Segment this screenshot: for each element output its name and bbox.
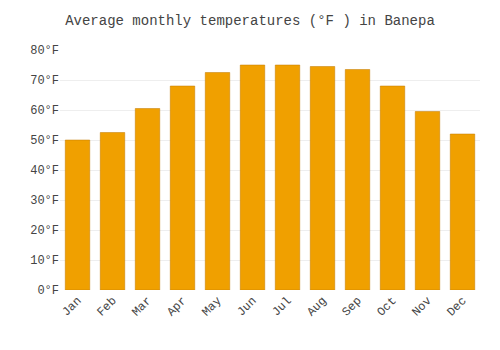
svg-text:40°F: 40°F xyxy=(30,164,59,178)
svg-text:Aug: Aug xyxy=(304,294,329,319)
svg-text:Nov: Nov xyxy=(409,294,434,319)
svg-text:Jul: Jul xyxy=(269,294,294,319)
svg-text:20°F: 20°F xyxy=(30,224,59,238)
svg-text:Sep: Sep xyxy=(339,294,364,319)
svg-text:Feb: Feb xyxy=(94,294,119,319)
svg-text:Jun: Jun xyxy=(234,294,259,319)
svg-text:Dec: Dec xyxy=(444,294,469,319)
svg-text:0°F: 0°F xyxy=(37,284,59,298)
svg-text:Average monthly temperatures (: Average monthly temperatures (°F ) in Ba… xyxy=(65,13,435,29)
svg-text:50°F: 50°F xyxy=(30,134,59,148)
svg-text:60°F: 60°F xyxy=(30,104,59,118)
svg-text:10°F: 10°F xyxy=(30,254,59,268)
svg-text:Jan: Jan xyxy=(59,294,84,319)
svg-text:70°F: 70°F xyxy=(30,74,59,88)
svg-text:80°F: 80°F xyxy=(30,44,59,58)
svg-text:30°F: 30°F xyxy=(30,194,59,208)
svg-text:Apr: Apr xyxy=(164,294,189,319)
svg-text:May: May xyxy=(199,294,224,319)
svg-text:Oct: Oct xyxy=(374,294,399,319)
svg-text:Mar: Mar xyxy=(129,294,154,319)
